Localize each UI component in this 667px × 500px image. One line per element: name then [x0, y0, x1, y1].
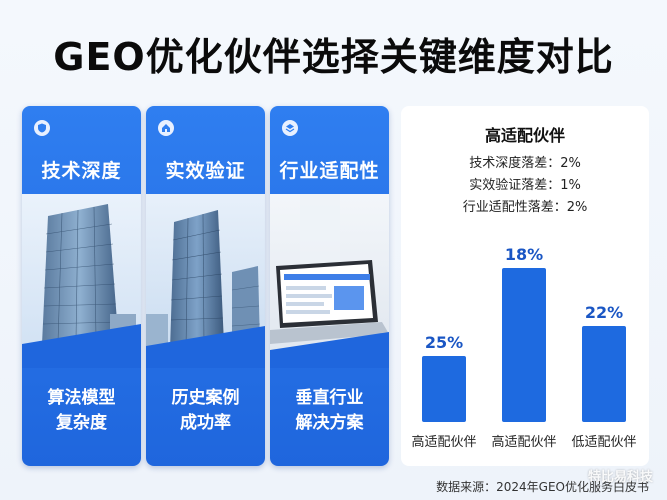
bar-value-label: 25%	[425, 333, 463, 352]
shield-icon	[34, 120, 50, 136]
home-icon	[158, 120, 174, 136]
bar-chart: 25% 高适配伙伴 18% 高适配伙伴 22% 低适配伙伴	[411, 245, 636, 450]
building-image	[22, 194, 141, 368]
bar-category-label: 低适配伙伴	[571, 435, 636, 450]
laptop-image	[270, 194, 389, 368]
card-footer: 垂直行业 解决方案	[270, 386, 389, 436]
card-footer-line: 成功率	[180, 413, 231, 433]
card-footer: 历史案例 成功率	[146, 386, 265, 436]
card-footer: 算法模型 复杂度	[22, 386, 141, 436]
card-effect-validation: 实效验证	[146, 106, 265, 466]
bar-category-label: 高适配伙伴	[491, 434, 556, 450]
card-footer-line: 垂直行业	[295, 388, 364, 408]
comparison-chart-panel: 高适配伙伴 技术深度落差：2% 实效验证落差：1% 行业适配性落差：2% 25%…	[401, 106, 649, 466]
card-heading: 技术深度	[41, 160, 122, 182]
card-footer-line: 算法模型	[47, 388, 116, 408]
data-source: 数据来源：2024年GEO优化服务白皮书	[436, 480, 649, 494]
bar-category-label: 高适配伙伴	[411, 434, 476, 450]
layers-icon	[282, 120, 298, 136]
bar-2	[502, 268, 546, 422]
watermark-text: 特比易科技	[587, 470, 653, 485]
card-footer-line: 历史案例	[171, 388, 240, 408]
bar-3	[582, 326, 626, 422]
page-title: GEO优化伙伴选择关键维度对比	[53, 35, 614, 79]
stat-effect-gap: 实效验证落差：1%	[469, 178, 581, 193]
bar-value-label: 22%	[585, 303, 623, 322]
card-footer-line: 复杂度	[56, 413, 107, 433]
chart-title: 高适配伙伴	[484, 126, 565, 145]
bar-1	[422, 356, 466, 422]
building-image	[146, 194, 265, 368]
stat-industry-gap: 行业适配性落差：2%	[462, 200, 588, 215]
card-industry-fit: 行业适配性 垂直行业 解决方案	[270, 106, 389, 466]
card-tech-depth: 技术深度 算法模型 复杂度	[22, 106, 141, 466]
card-footer-line: 解决方案	[295, 413, 364, 433]
bar-value-label: 18%	[505, 245, 543, 264]
card-heading: 行业适配性	[279, 160, 380, 182]
card-heading: 实效验证	[165, 160, 246, 182]
stat-tech-gap: 技术深度落差：2%	[469, 156, 581, 171]
